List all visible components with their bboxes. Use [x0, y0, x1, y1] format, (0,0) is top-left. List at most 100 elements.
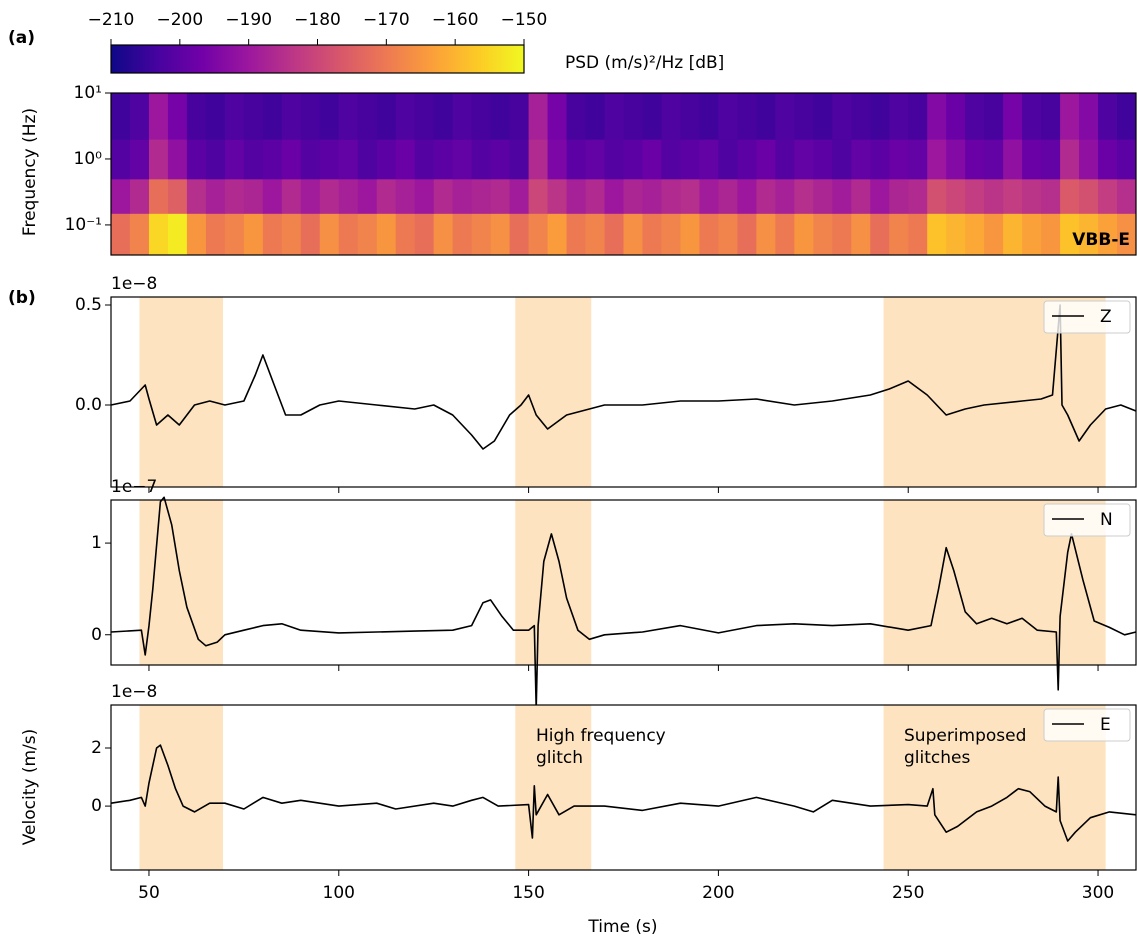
heatmap-cell	[889, 213, 909, 256]
heatmap-cell	[1041, 178, 1061, 214]
legend-label: Z	[1100, 307, 1112, 327]
heatmap-cell	[262, 93, 283, 140]
heatmap-cell	[927, 178, 947, 214]
heatmap-cell	[984, 213, 1004, 256]
heatmap-cell	[718, 139, 738, 180]
y-tick-label: 2	[91, 738, 102, 758]
panel-label: (b)	[8, 288, 36, 308]
heatmap-cell	[1117, 178, 1137, 214]
heatmap-cell	[528, 178, 549, 214]
shaded-region	[139, 297, 223, 487]
heatmap-cell	[148, 178, 169, 214]
heatmap-cell	[794, 213, 814, 256]
heatmap-cell	[1022, 178, 1042, 214]
heatmap-cell	[604, 213, 624, 256]
heatmap-cell	[452, 139, 473, 180]
heatmap-cell	[433, 139, 454, 180]
heatmap-cell	[623, 139, 643, 180]
heatmap-cell	[642, 178, 662, 214]
shaded-region	[515, 705, 592, 870]
heatmap-cell	[794, 139, 814, 180]
heatmap-cell	[281, 93, 302, 140]
heatmap-cell	[642, 139, 662, 180]
heatmap-cell	[604, 93, 624, 140]
y-tick-label: 10⁰	[74, 149, 103, 169]
colorbar	[110, 44, 525, 74]
heatmap-cell	[946, 213, 966, 256]
heatmap-cell	[699, 93, 719, 140]
heatmap-cell	[946, 178, 966, 214]
x-tick-label: 50	[138, 883, 160, 903]
y-tick-label: 0.5	[75, 295, 102, 315]
heatmap-cell	[1041, 139, 1061, 180]
x-axis-label: Time (s)	[587, 917, 657, 937]
heatmap-cell	[224, 213, 245, 256]
heatmap-cell	[775, 93, 795, 140]
heatmap-cell	[794, 178, 814, 214]
annotation: Superimposed	[904, 726, 1026, 746]
axis-offset-label: 1e−8	[111, 274, 157, 294]
legend-label: N	[1100, 510, 1113, 530]
heatmap-cell	[111, 213, 131, 256]
colorbar-tick-label: −180	[294, 10, 341, 30]
heatmap-cell	[452, 178, 473, 214]
heatmap-cell	[699, 178, 719, 214]
heatmap-cell	[832, 93, 852, 140]
heatmap-cell	[167, 178, 188, 214]
heatmap-cell	[224, 178, 245, 214]
heatmap-cell	[946, 139, 966, 180]
trace	[110, 496, 1137, 709]
heatmap-cell	[870, 178, 890, 214]
heatmap-cell	[1098, 178, 1118, 214]
colorbar-tick-label: −210	[88, 10, 135, 30]
heatmap-cell	[585, 93, 606, 140]
heatmap-cell	[547, 178, 568, 214]
heatmap-cell	[870, 93, 890, 140]
heatmap-cell	[319, 139, 340, 180]
heatmap-cell	[300, 93, 321, 140]
station-label: VBB-E	[1072, 230, 1130, 250]
heatmap-cell	[775, 139, 795, 180]
heatmap-cell	[908, 139, 928, 180]
heatmap-cell	[1079, 139, 1099, 180]
heatmap-cell	[528, 93, 549, 140]
heatmap-cell	[775, 178, 795, 214]
y-tick-label: 0	[91, 796, 102, 816]
plot-frame	[110, 704, 1137, 871]
heatmap-cell	[281, 139, 302, 180]
heatmap-cell	[1003, 178, 1023, 214]
heatmap-cell	[471, 178, 492, 214]
heatmap-cell	[1098, 213, 1118, 256]
heatmap-cell	[832, 213, 852, 256]
legend-label: E	[1100, 715, 1111, 735]
heatmap-cell	[984, 93, 1004, 140]
colorbar-tick-label: −160	[432, 10, 479, 30]
heatmap-cell	[376, 178, 397, 214]
heatmap-cell	[1003, 139, 1023, 180]
heatmap-cell	[832, 178, 852, 214]
heatmap-cell	[832, 139, 852, 180]
heatmap-cell	[566, 178, 587, 214]
heatmap-cell	[509, 213, 530, 256]
heatmap-cell	[1022, 93, 1042, 140]
heatmap-cell	[1117, 139, 1137, 180]
x-tick-label: 200	[702, 883, 734, 903]
x-tick-label: 250	[892, 883, 924, 903]
heatmap-cell	[718, 93, 738, 140]
heatmap-cell	[186, 213, 207, 256]
heatmap-cell	[338, 93, 359, 140]
y-tick-label: 0.0	[75, 395, 102, 415]
heatmap-cell	[908, 178, 928, 214]
heatmap-cell	[376, 213, 397, 256]
y-tick-label: 10⁻¹	[65, 215, 102, 235]
heatmap-cell	[281, 213, 302, 256]
heatmap-cell	[737, 139, 757, 180]
heatmap-cell	[433, 93, 454, 140]
heatmap-cell	[433, 178, 454, 214]
heatmap-cell	[927, 213, 947, 256]
colorbar-tick-label: −190	[225, 10, 272, 30]
heatmap-cell	[851, 93, 871, 140]
heatmap-cell	[870, 139, 890, 180]
heatmap-cell	[129, 178, 150, 214]
heatmap-cell	[186, 139, 207, 180]
